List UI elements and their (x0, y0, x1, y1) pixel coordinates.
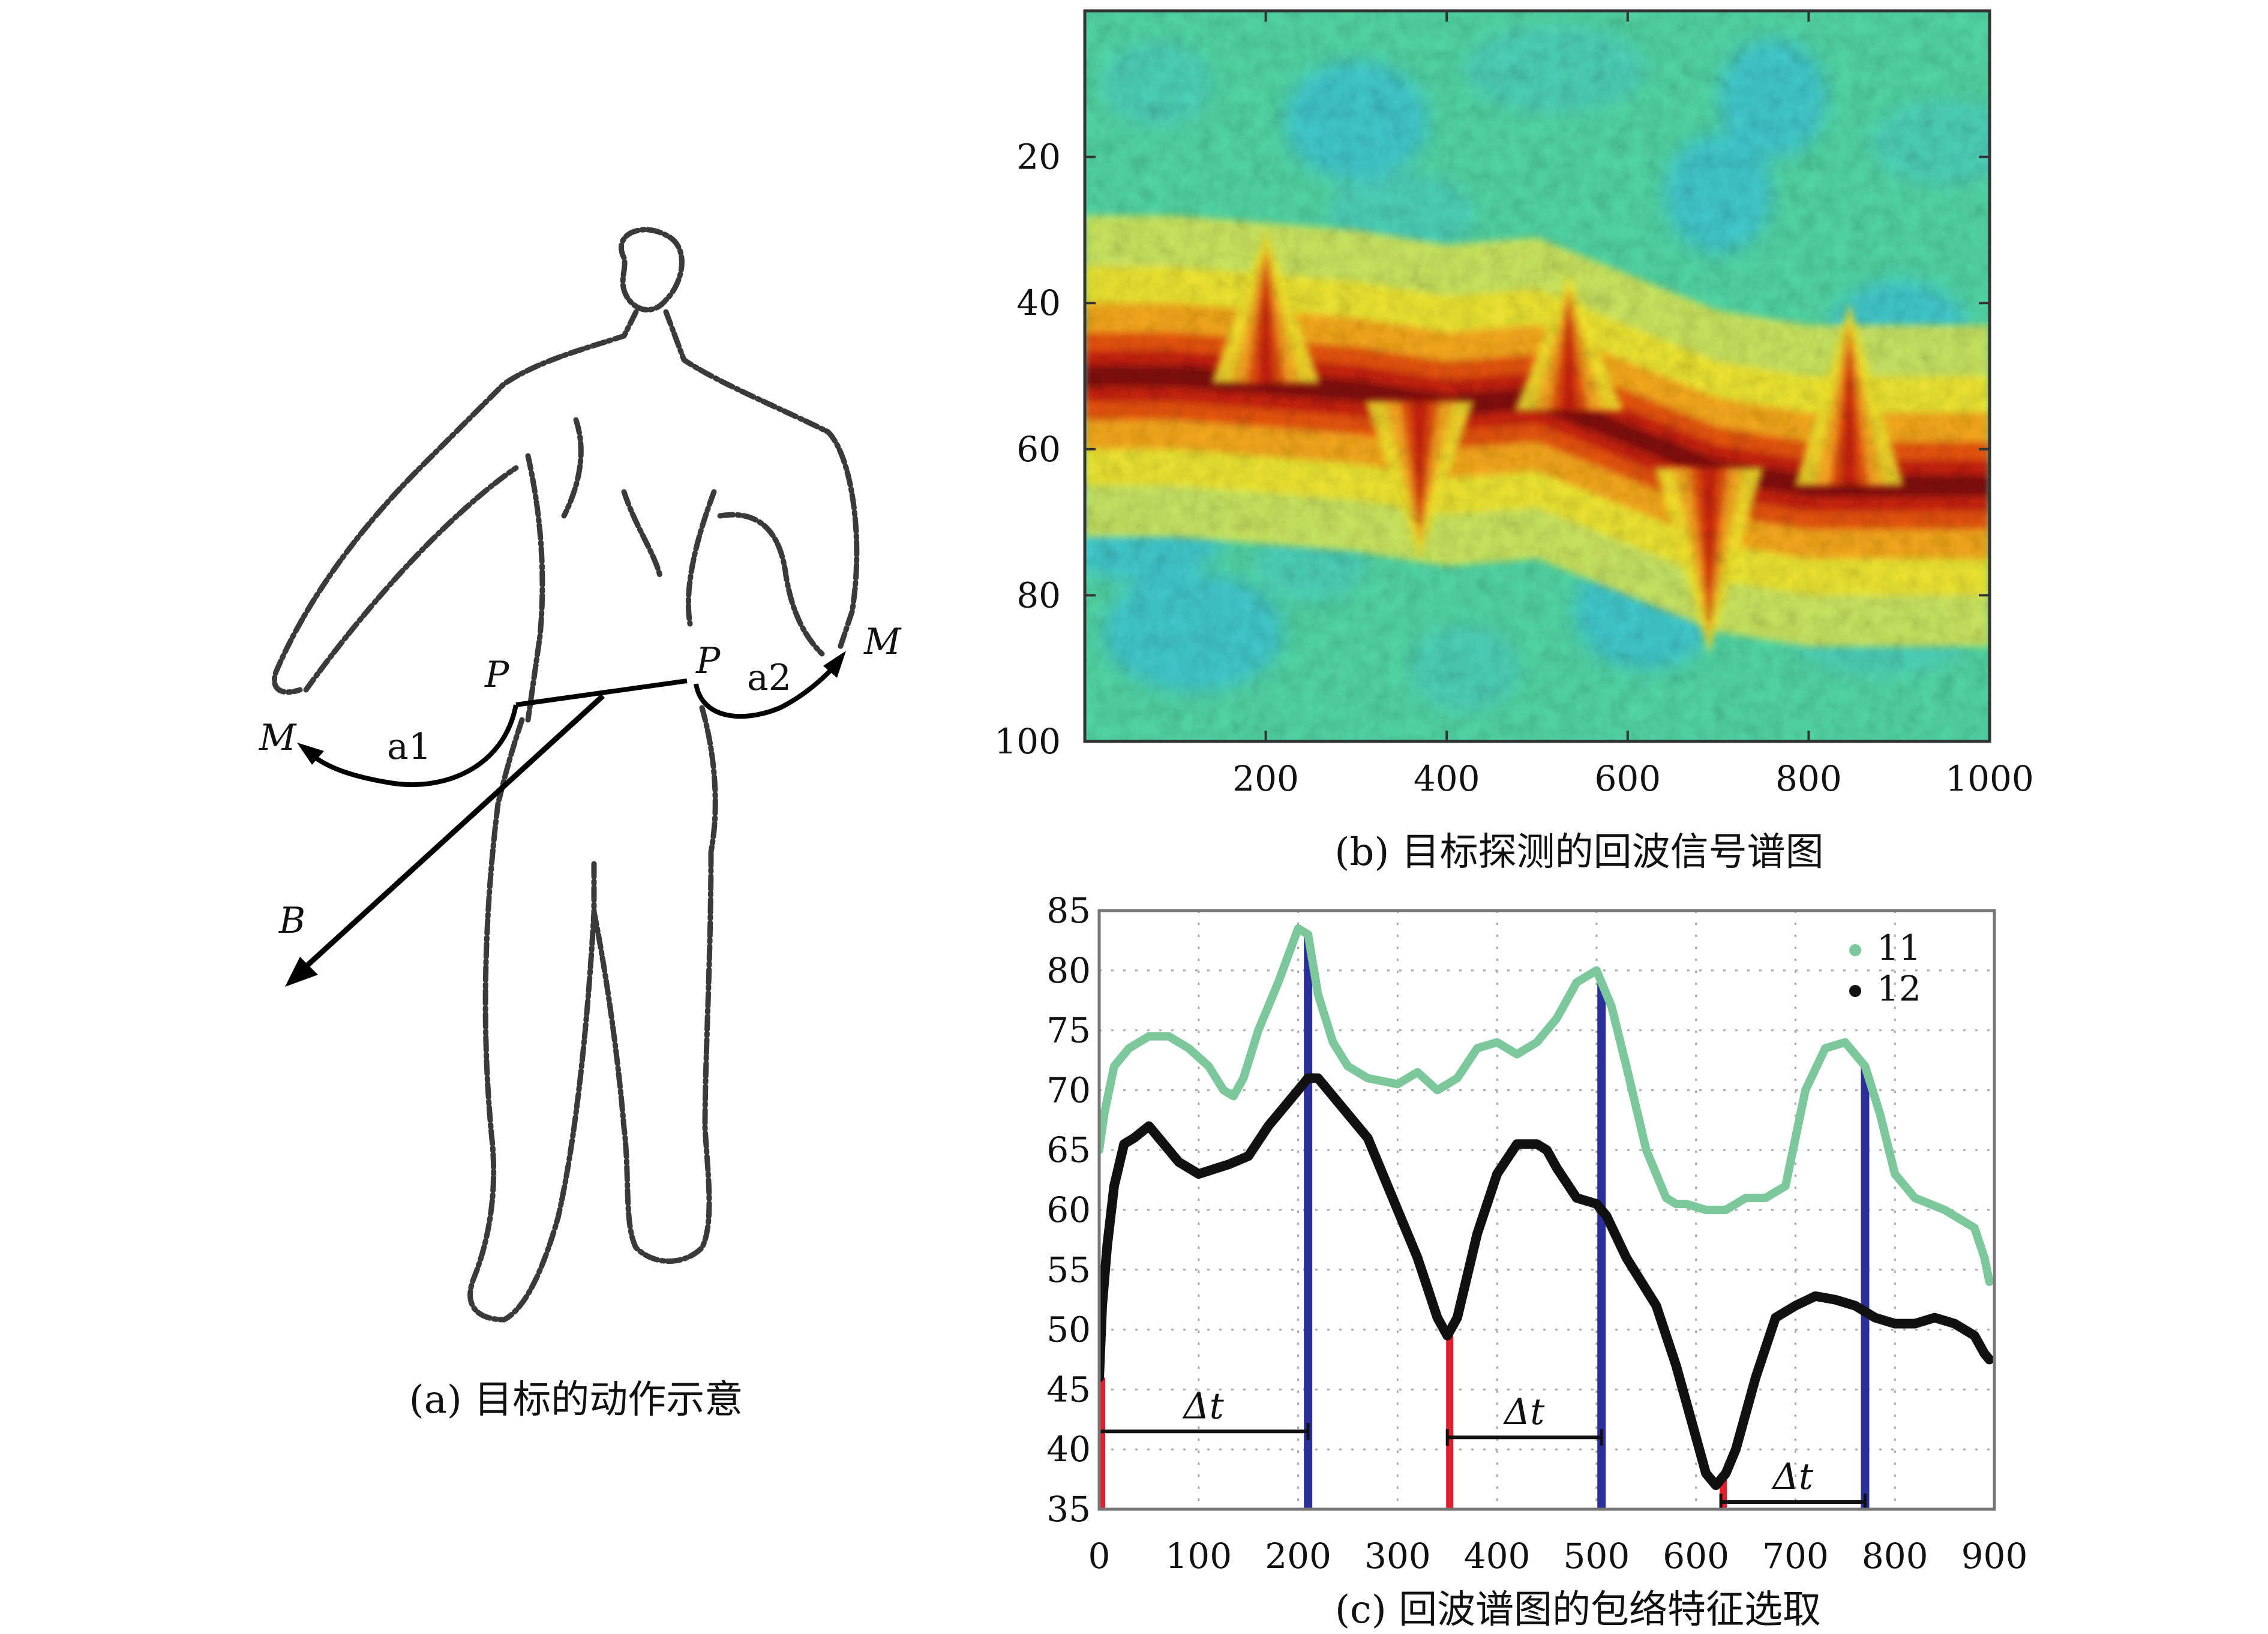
x-tick-label: 600 (1663, 1536, 1729, 1576)
y-tick-label: 35 (1046, 1489, 1091, 1530)
heatmap-y-tick-label: 40 (1016, 283, 1061, 323)
panel-b-heatmap: 200 400 600 800 1000 20 40 60 80 100 (b) 目标探测的回波信… (994, 9, 2034, 875)
label-m-left: M (259, 717, 297, 759)
y-tick-label: 55 (1046, 1249, 1091, 1290)
human-figure-icon (271, 227, 860, 1323)
heatmap-axes: 200 400 600 800 1000 20 40 60 80 100 (994, 11, 2034, 799)
series-line-12 (1099, 1073, 1994, 1491)
ridge-layer (1085, 365, 1990, 497)
arc-a2 (694, 658, 842, 719)
legend-marker-11 (1849, 944, 1861, 956)
heatmap-bg-patch (1465, 27, 1646, 112)
x-tick-label: 800 (1862, 1536, 1928, 1576)
heatmap-x-tick-label: 200 (1232, 758, 1299, 799)
heatmap-y-tick-label: 20 (1016, 137, 1061, 178)
x-tick-label: 300 (1364, 1536, 1431, 1576)
legend-label-11: 11 (1877, 927, 1921, 968)
label-p-left: P (484, 654, 510, 696)
label-m-right: M (863, 621, 902, 663)
y-tick-label: 80 (1046, 950, 1091, 991)
chart-axes: 0 100 200 300 400 500 600 700 800 900 35 40 45 50 55 60… (1046, 890, 2027, 1576)
x-tick-label: 400 (1464, 1536, 1531, 1576)
heatmap-spike (1840, 341, 1859, 486)
y-tick-label: 65 (1046, 1130, 1091, 1170)
legend-marker-12 (1849, 985, 1861, 997)
arrow-b-line (295, 693, 605, 977)
label-b: B (278, 900, 305, 942)
panel-a-sketch: P P M M a1 a2 B (a) 目标的动作示意 (259, 227, 902, 1422)
label-a1: a1 (387, 726, 431, 768)
heatmap-spike (1700, 467, 1718, 615)
plot-frame (1097, 909, 1996, 1511)
interval-label: Δt (1772, 1456, 1814, 1498)
heatmap-y-tick-label: 80 (1016, 575, 1061, 615)
heatmap-bg-patch (1103, 572, 1283, 692)
y-tick-label: 45 (1046, 1369, 1091, 1410)
heatmap-x-tick-label: 400 (1414, 758, 1480, 799)
y-tick-label: 85 (1046, 890, 1091, 931)
y-tick-label: 75 (1046, 1010, 1091, 1051)
y-tick-label: 50 (1046, 1309, 1091, 1350)
label-a2: a2 (747, 657, 791, 699)
y-tick-label: 60 (1046, 1190, 1091, 1230)
heatmap-y-tick-label: 100 (994, 721, 1061, 762)
x-tick-label: 700 (1762, 1536, 1829, 1576)
heatmap-content (1085, 27, 1990, 711)
heatmap-bg-patch (1718, 38, 1827, 159)
caption-a: (a) 目标的动作示意 (409, 1378, 743, 1422)
panel-c-line-chart: Δt Δt Δt 0 100 200 300 400 500 600 700 800 900 35 40 4… (1046, 890, 2027, 1632)
heatmap-bg-patch (1103, 41, 1211, 126)
heatmap-spike (1410, 401, 1429, 526)
x-tick-label: 200 (1265, 1536, 1331, 1576)
arrow-a2-head-icon (823, 651, 846, 678)
heatmap-x-tick-label: 800 (1775, 758, 1842, 799)
x-tick-label: 100 (1165, 1536, 1232, 1576)
chart-content: Δt Δt Δt (1099, 924, 1994, 1509)
legend-label-12: 12 (1877, 968, 1921, 1009)
heatmap-spikes (1211, 230, 1904, 654)
interval-label: Δt (1503, 1391, 1545, 1433)
heatmap-bg-patch (1284, 60, 1429, 181)
arrow-b-head-icon (285, 957, 318, 987)
arc-a1 (304, 704, 518, 787)
y-tick-label: 70 (1046, 1070, 1091, 1110)
heatmap-bg-patch (1872, 100, 1990, 185)
heatmap-spike (1256, 262, 1275, 384)
heatmap-spike (1559, 302, 1578, 411)
shoulder-line (515, 678, 688, 707)
heatmap-x-tick-label: 600 (1594, 758, 1661, 799)
heatmap-x-tick-label: 1000 (1945, 758, 2034, 799)
x-tick-label: 0 (1088, 1536, 1111, 1576)
heatmap-bg-patch (1411, 626, 1519, 711)
heatmap-frame (1083, 9, 1991, 743)
y-tick-label: 40 (1046, 1429, 1091, 1470)
heatmap-bg-patch (1664, 133, 1772, 254)
caption-b: (b) 目标探测的回波信号谱图 (1334, 830, 1823, 875)
interval-label: Δt (1182, 1385, 1224, 1427)
caption-c: (c) 回波谱图的包络特征选取 (1335, 1588, 1821, 1632)
heatmap-y-tick-label: 60 (1016, 429, 1061, 470)
x-tick-label: 900 (1961, 1536, 2028, 1576)
label-p-right: P (695, 640, 721, 682)
x-tick-label: 500 (1564, 1536, 1630, 1576)
arrow-a1-head-icon (297, 743, 324, 765)
series-line-11 (1099, 924, 1994, 1286)
